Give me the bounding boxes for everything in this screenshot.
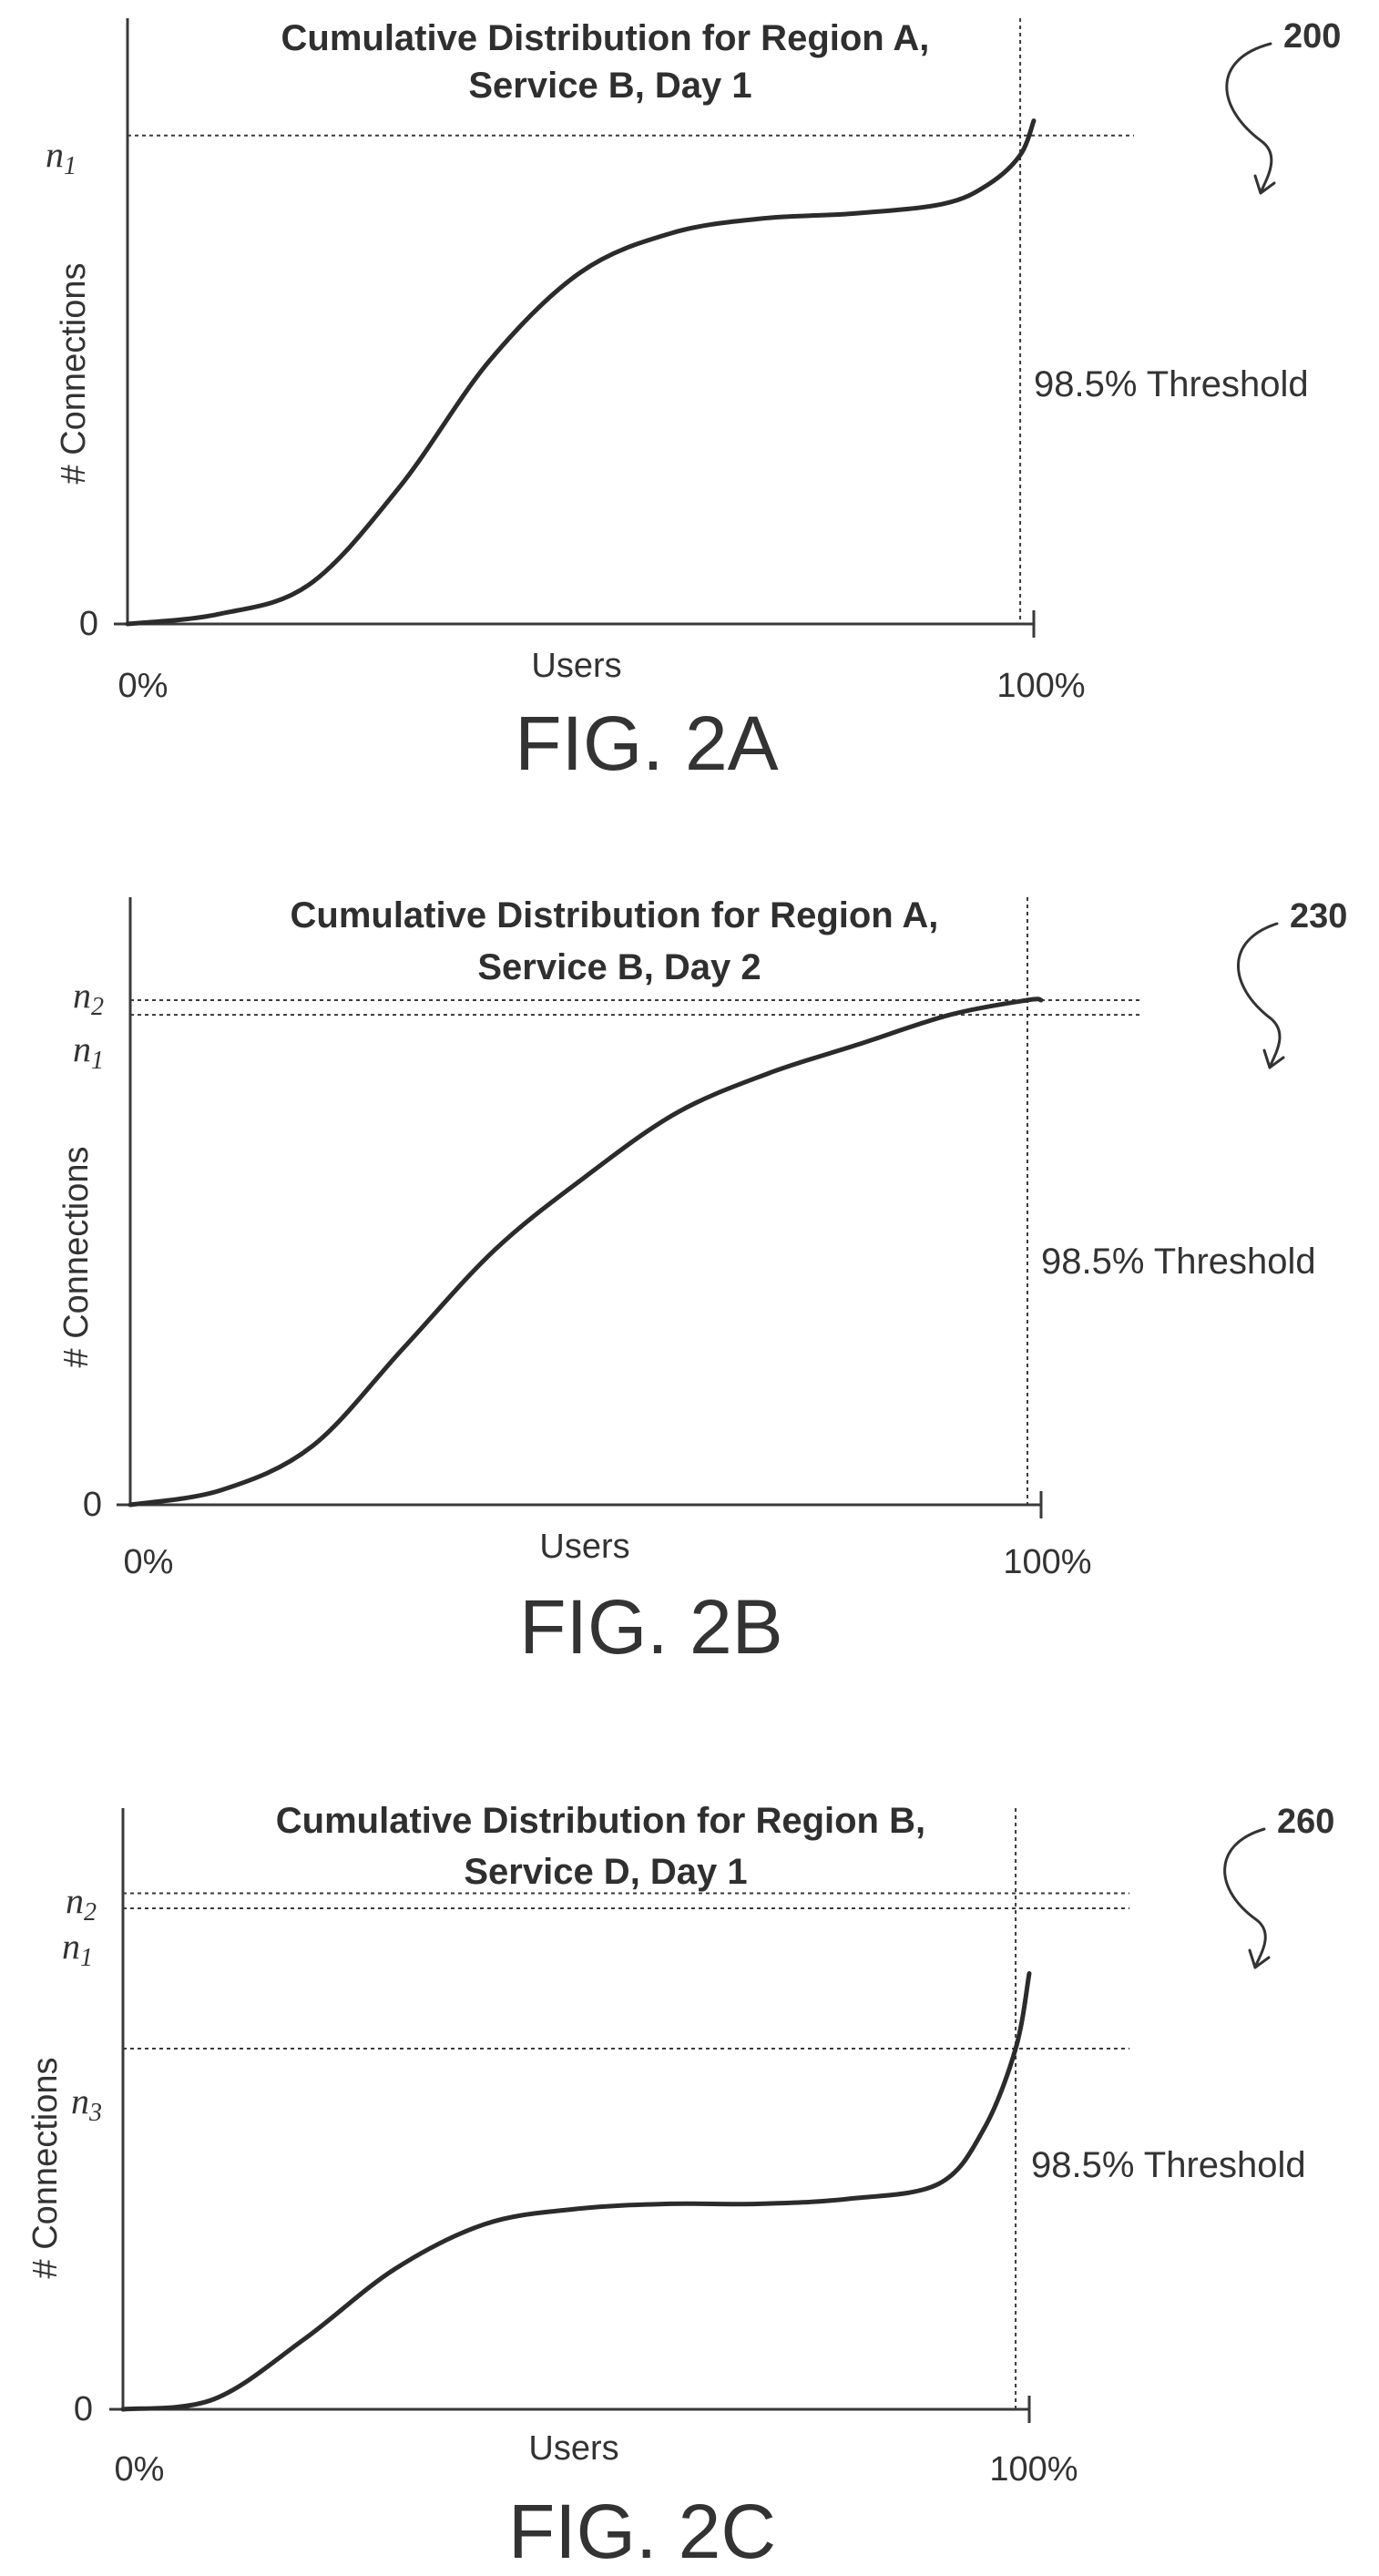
chart-2a-reference-arrowhead xyxy=(1253,174,1276,195)
chart-2b-title: Cumulative Distribution for Region A, Se… xyxy=(291,895,949,987)
chart-2c-level-subscript-3: 3 xyxy=(88,2099,102,2127)
chart-2c-y-axis-label: # Connections xyxy=(26,2058,65,2279)
chart-2a-level-label-n1: n1 xyxy=(46,134,77,180)
chart-2a-x-axis-label: Users xyxy=(531,647,621,685)
chart-2a-reference-arrow xyxy=(1225,42,1273,195)
chart-2c-x-tick-0: 0% xyxy=(115,2450,165,2489)
chart-2c-level-label-n2: n2 xyxy=(66,1880,97,1927)
chart-2b-series-line xyxy=(128,997,1044,1508)
chart-2c-reference-number: 260 xyxy=(1277,1803,1334,1841)
chart-2b-caption: FIG. 2B xyxy=(519,1584,782,1670)
chart-2a-reference-number: 200 xyxy=(1283,17,1341,56)
chart-2a-x-tick-0: 0% xyxy=(118,667,169,705)
chart-2c-level-subscript-2: 2 xyxy=(84,1898,97,1927)
chart-2b-level-label-n1: n1 xyxy=(73,1028,104,1075)
chart-2c-x-tick-100: 100% xyxy=(989,2450,1078,2489)
chart-2b-level-lines xyxy=(130,998,1140,1017)
chart-2c-title: Cumulative Distribution for Region B, Se… xyxy=(276,1801,935,1892)
chart-2b-x-axis-label: Users xyxy=(539,1528,629,1566)
chart-2c-title-line-1: Cumulative Distribution for Region B, xyxy=(276,1801,925,1841)
chart-2c-level-label-n1: n1 xyxy=(62,1926,93,1972)
chart-2b-x-tick-100: 100% xyxy=(1003,1543,1091,1581)
chart-2c-reference-arrow xyxy=(1223,1827,1267,1969)
chart-2c-series-line xyxy=(120,1971,1032,2412)
chart-2c-level-label-n3: n3 xyxy=(71,2080,102,2127)
chart-2a-threshold-label: 98.5% Threshold xyxy=(1034,364,1309,404)
chart-2b-reference-arrowhead xyxy=(1262,1048,1285,1069)
chart-2c-threshold-label: 98.5% Threshold xyxy=(1031,2145,1306,2185)
chart-2c-level-subscript-1: 1 xyxy=(80,1944,93,1972)
chart-2c-caption: FIG. 2C xyxy=(508,2489,776,2574)
chart-2b-title-line-2: Service B, Day 2 xyxy=(477,947,761,987)
chart-2a-title-line-1: Cumulative Distribution for Region A, xyxy=(281,18,930,58)
chart-2a-level-subscript-1: 1 xyxy=(64,152,77,180)
chart-2b-level-subscript-1: 1 xyxy=(91,1047,104,1075)
chart-2b-reference-number: 230 xyxy=(1290,897,1347,935)
chart-2b-y-axis-label: # Connections xyxy=(57,1147,96,1368)
chart-2b-level-subscript-2: 2 xyxy=(91,993,104,1021)
chart-2c: Cumulative Distribution for Region B, Se… xyxy=(26,1801,1334,2574)
chart-2a-caption: FIG. 2A xyxy=(515,700,778,786)
chart-2a-title: Cumulative Distribution for Region A, Se… xyxy=(281,18,940,106)
chart-2b-level-label-n2: n2 xyxy=(73,975,104,1021)
chart-2b: Cumulative Distribution for Region A, Se… xyxy=(57,895,1347,1670)
chart-2c-title-line-2: Service D, Day 1 xyxy=(464,1852,747,1892)
chart-2b-y-tick-0: 0 xyxy=(83,1486,102,1524)
chart-2a-y-tick-0: 0 xyxy=(79,605,98,643)
chart-2c-x-axis-label: Users xyxy=(528,2429,618,2468)
chart-2c-level-lines xyxy=(123,1892,1129,2050)
chart-2a-x-tick-100: 100% xyxy=(996,667,1085,705)
chart-2a-y-axis-label: # Connections xyxy=(55,263,93,485)
chart-2b-title-line-1: Cumulative Distribution for Region A, xyxy=(291,895,939,935)
chart-2c-y-tick-0: 0 xyxy=(74,2390,93,2428)
chart-2b-x-tick-0: 0% xyxy=(124,1543,174,1581)
chart-2b-reference-arrow xyxy=(1237,922,1282,1069)
chart-2b-threshold-label: 98.5% Threshold xyxy=(1041,1242,1316,1282)
chart-2c-reference-arrowhead xyxy=(1248,1948,1271,1969)
chart-2a-title-line-2: Service B, Day 1 xyxy=(468,66,751,106)
chart-2a-series-line xyxy=(125,118,1037,627)
chart-2a: Cumulative Distribution for Region A, Se… xyxy=(46,17,1341,786)
